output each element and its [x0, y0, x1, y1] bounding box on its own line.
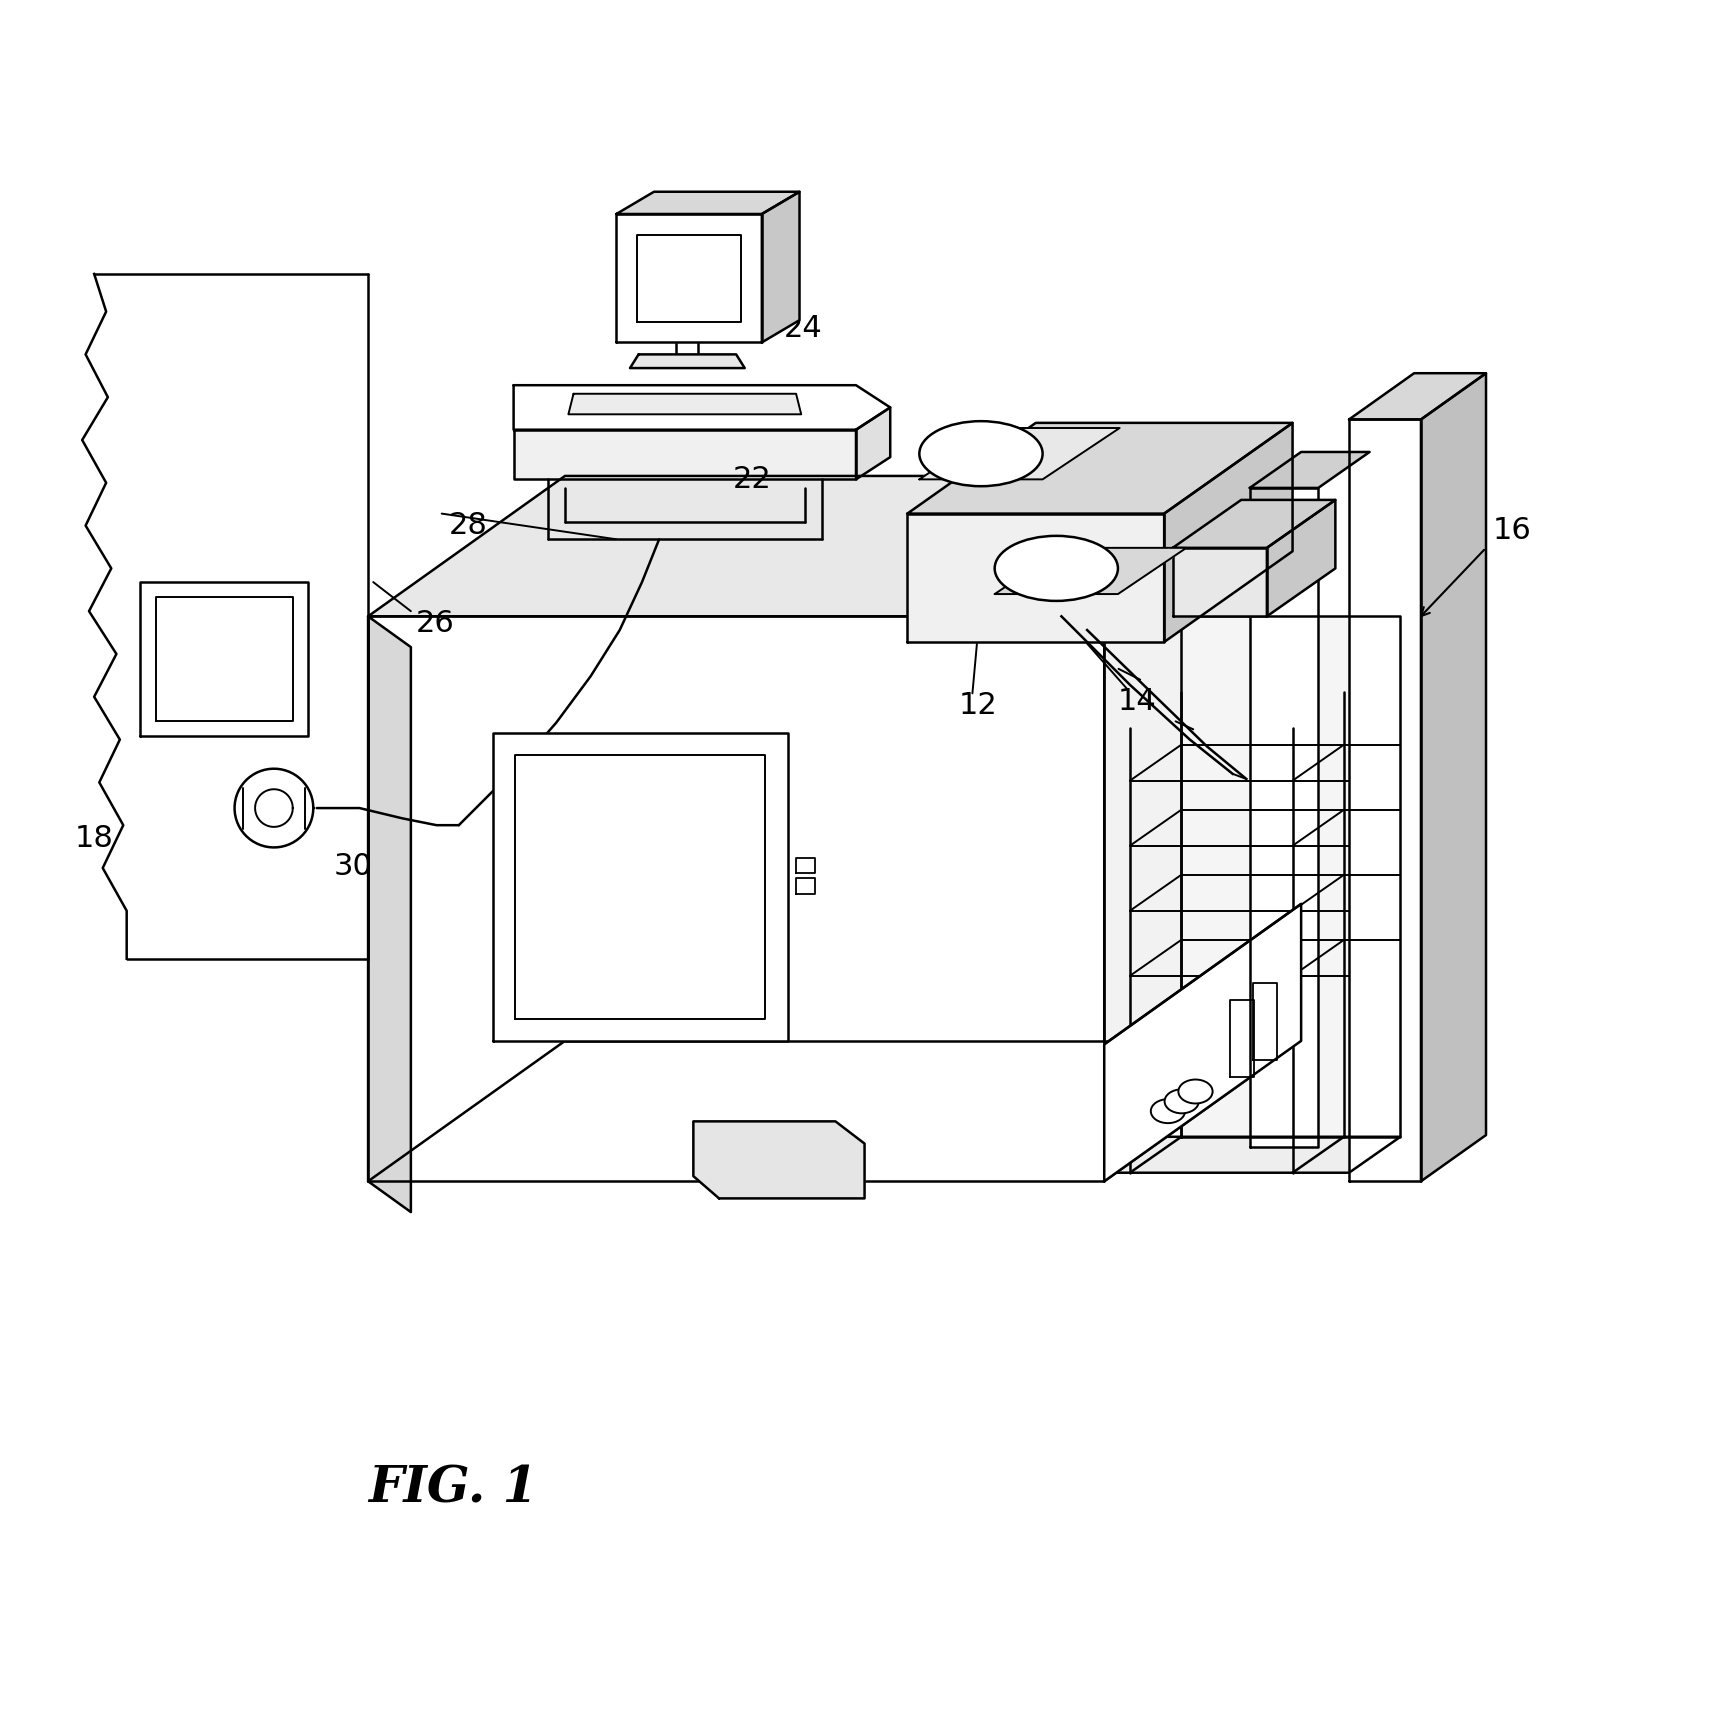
Polygon shape — [995, 548, 1186, 594]
Polygon shape — [368, 476, 1301, 616]
Polygon shape — [693, 1121, 865, 1198]
Polygon shape — [1267, 500, 1335, 616]
Polygon shape — [616, 192, 800, 214]
Text: 22: 22 — [733, 466, 772, 493]
Polygon shape — [1181, 616, 1400, 1137]
Polygon shape — [616, 214, 762, 342]
Ellipse shape — [995, 536, 1118, 601]
Polygon shape — [568, 394, 801, 414]
Polygon shape — [514, 430, 856, 479]
Ellipse shape — [1164, 1089, 1198, 1113]
Polygon shape — [493, 733, 788, 1041]
Ellipse shape — [919, 421, 1043, 486]
Polygon shape — [762, 192, 800, 342]
Text: 12: 12 — [959, 692, 998, 719]
Polygon shape — [368, 616, 1104, 1181]
Text: 16: 16 — [1493, 517, 1532, 544]
Polygon shape — [1349, 419, 1421, 1181]
Polygon shape — [1104, 1137, 1400, 1173]
Text: 18: 18 — [75, 825, 113, 853]
Polygon shape — [907, 423, 1293, 514]
Text: FIG. 1: FIG. 1 — [368, 1465, 538, 1513]
Polygon shape — [919, 428, 1120, 479]
Text: 24: 24 — [784, 315, 823, 342]
Polygon shape — [1104, 904, 1301, 1181]
Polygon shape — [368, 616, 411, 1212]
Text: 30: 30 — [334, 853, 373, 880]
Polygon shape — [1173, 500, 1335, 548]
Ellipse shape — [1178, 1080, 1212, 1104]
Polygon shape — [1173, 548, 1267, 616]
Polygon shape — [1421, 373, 1486, 1181]
Polygon shape — [1164, 423, 1293, 642]
Polygon shape — [856, 407, 890, 479]
Text: 14: 14 — [1118, 688, 1157, 716]
Polygon shape — [514, 385, 890, 430]
Polygon shape — [1104, 476, 1301, 1181]
Polygon shape — [1349, 373, 1486, 419]
Polygon shape — [907, 514, 1164, 642]
Polygon shape — [1250, 452, 1370, 488]
Polygon shape — [1250, 488, 1318, 1147]
Text: 26: 26 — [416, 609, 455, 637]
Ellipse shape — [1150, 1099, 1185, 1123]
Polygon shape — [630, 354, 745, 368]
Polygon shape — [140, 582, 308, 736]
Text: 28: 28 — [449, 512, 488, 539]
